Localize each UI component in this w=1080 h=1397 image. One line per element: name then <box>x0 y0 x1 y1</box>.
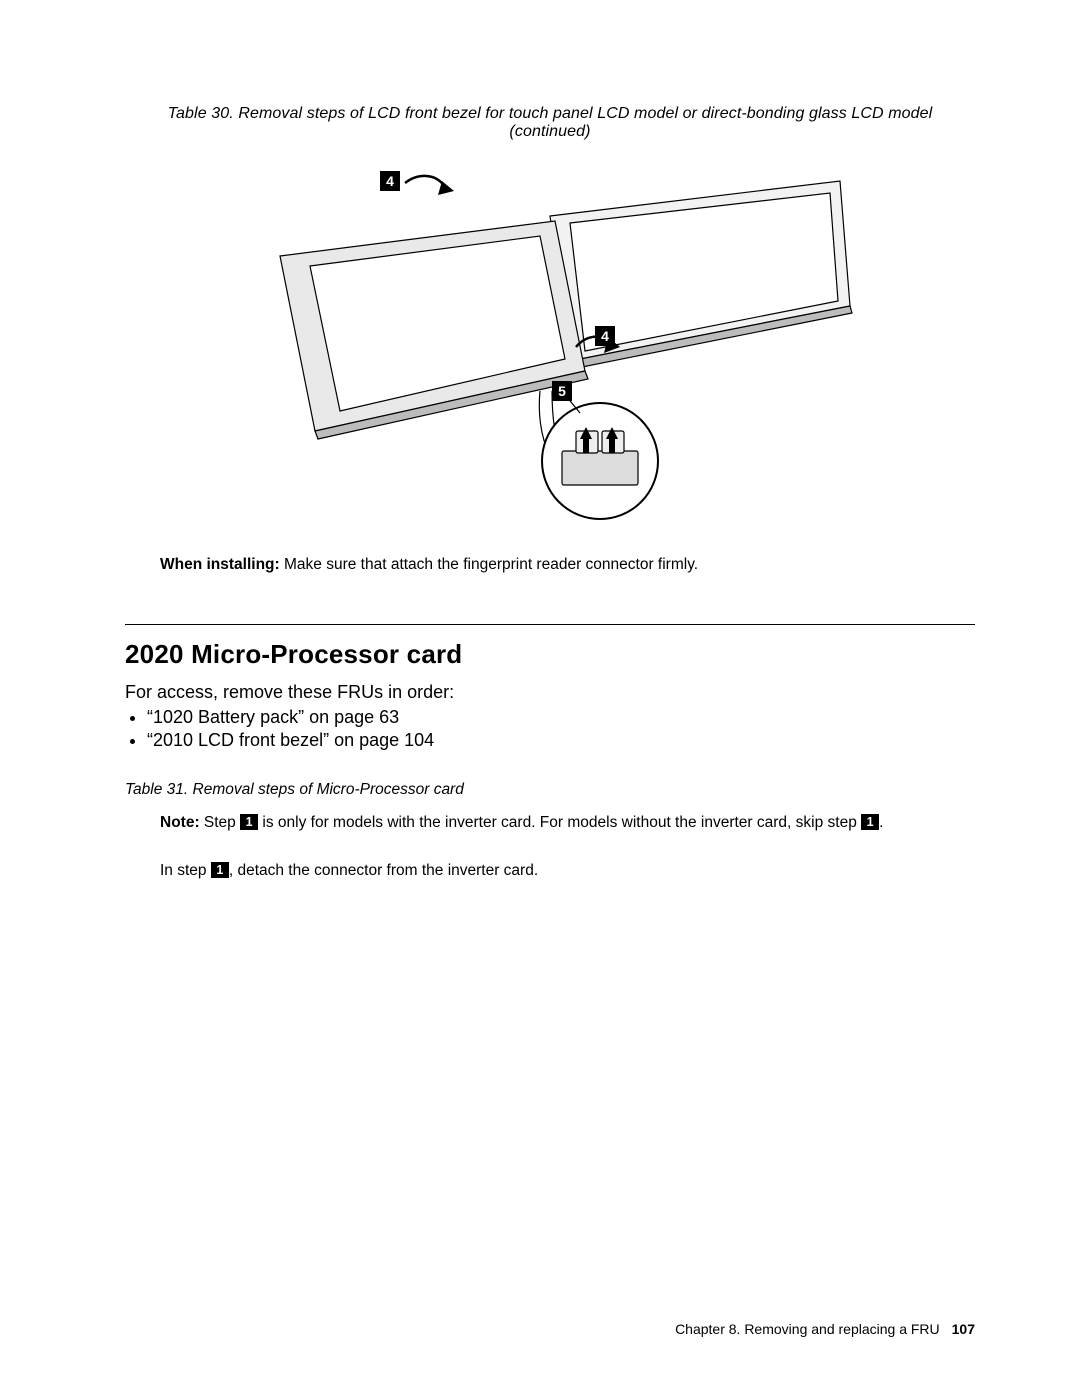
installing-note-label: When installing: <box>160 556 280 573</box>
footer-chapter: Chapter 8. Removing and replacing a FRU <box>675 1321 940 1337</box>
note-block: Note: Step 1 is only for models with the… <box>125 813 975 834</box>
installing-note-text: Make sure that attach the fingerprint re… <box>280 556 698 573</box>
note-text-mid: is only for models with the inverter car… <box>258 814 861 831</box>
section-title-2020: 2020 Micro-Processor card <box>125 639 975 670</box>
figure-container: 4 4 5 <box>125 161 975 521</box>
table-31-caption: Table 31. Removal steps of Micro-Process… <box>125 781 975 799</box>
table-30-caption: Table 30. Removal steps of LCD front bez… <box>125 105 975 141</box>
figure-svg <box>240 161 860 521</box>
manual-page: Table 30. Removal steps of LCD front bez… <box>0 0 1080 1397</box>
step-callout-1c: 1 <box>211 862 229 878</box>
installing-note: When installing: Make sure that attach t… <box>125 556 975 574</box>
fru-intro: For access, remove these FRUs in order: <box>125 682 975 703</box>
note-label: Note: <box>160 814 200 831</box>
lcd-bezel-figure: 4 4 5 <box>240 161 860 521</box>
footer-page-number: 107 <box>952 1321 975 1337</box>
step-callout-1a: 1 <box>240 814 258 830</box>
note-text-pre: Step <box>200 814 241 831</box>
step-callout-1b: 1 <box>861 814 879 830</box>
fru-list: “1020 Battery pack” on page 63 “2010 LCD… <box>125 707 975 751</box>
note-text-post: . <box>879 814 883 831</box>
page-footer: Chapter 8. Removing and replacing a FRU 1… <box>675 1321 975 1337</box>
step-text-pre: In step <box>160 862 211 879</box>
list-item: “1020 Battery pack” on page 63 <box>147 707 975 728</box>
list-item: “2010 LCD front bezel” on page 104 <box>147 730 975 751</box>
step-instruction: In step 1, detach the connector from the… <box>125 862 975 880</box>
step-text-post: , detach the connector from the inverter… <box>229 862 538 879</box>
section-divider <box>125 624 975 625</box>
figure-callout-4-top: 4 <box>380 171 400 191</box>
figure-callout-4-mid: 4 <box>595 326 615 346</box>
figure-callout-5: 5 <box>552 381 572 401</box>
